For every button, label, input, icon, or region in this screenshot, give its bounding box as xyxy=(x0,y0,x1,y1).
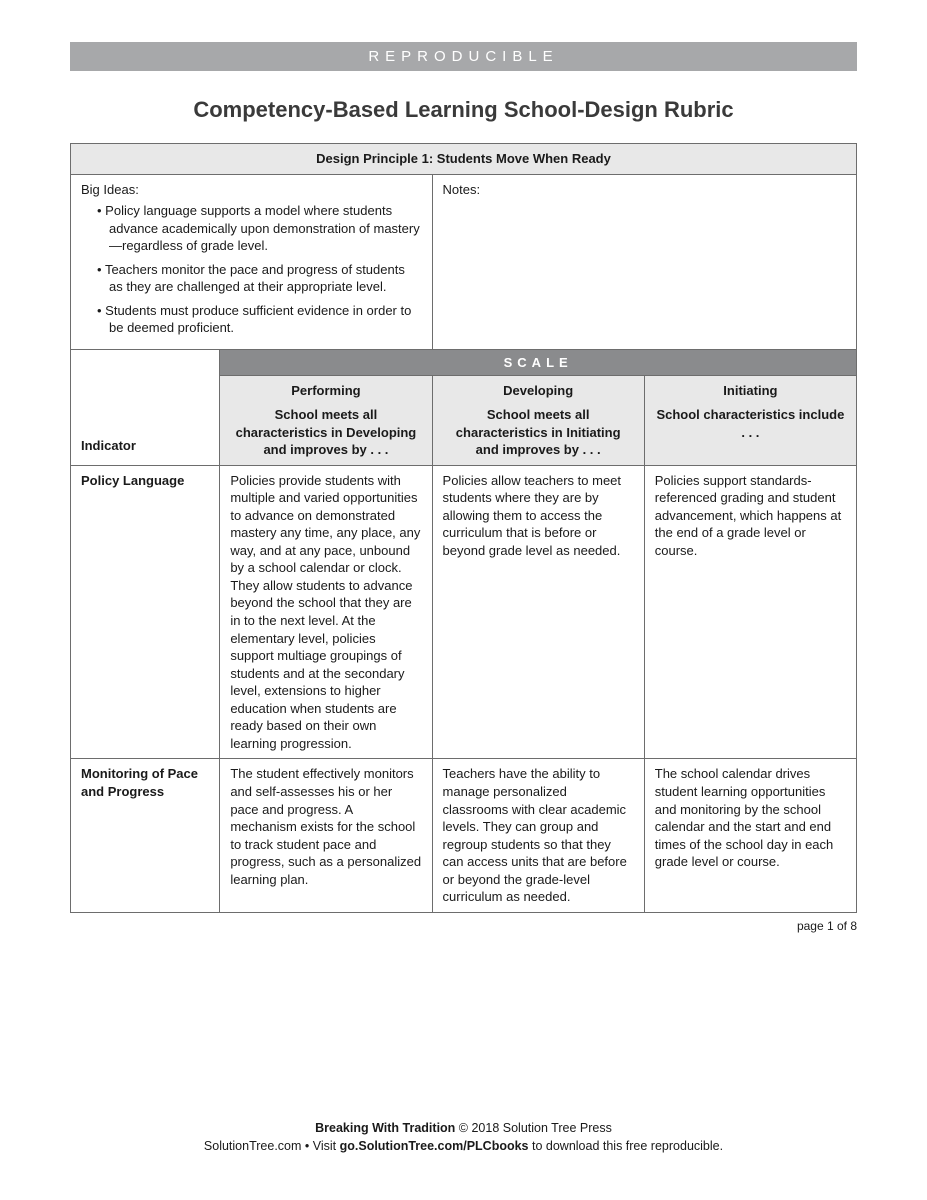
column-desc: School meets all characteristics in Deve… xyxy=(230,406,421,459)
cell-initiating: The school calendar drives student learn… xyxy=(644,759,856,912)
big-ideas-list: Policy language supports a model where s… xyxy=(81,198,422,343)
notes-cell: Notes: xyxy=(432,174,856,349)
footer-copyright: © 2018 Solution Tree Press xyxy=(455,1121,612,1135)
rubric-row: Policy Language Policies provide student… xyxy=(71,465,857,759)
column-title: Developing xyxy=(443,382,634,400)
column-desc: School characteristics include . . . xyxy=(655,406,846,441)
column-desc: School meets all characteristics in Init… xyxy=(443,406,634,459)
cell-developing: Policies allow teachers to meet students… xyxy=(432,465,644,759)
big-idea-item: Students must produce sufficient evidenc… xyxy=(97,302,422,343)
header-bar: REPRODUCIBLE xyxy=(70,42,857,71)
scale-header: SCALE xyxy=(220,349,857,376)
column-title: Initiating xyxy=(655,382,846,400)
column-header-initiating: Initiating School characteristics includ… xyxy=(644,376,856,465)
cell-initiating: Policies support standards-referenced gr… xyxy=(644,465,856,759)
big-ideas-cell: Big Ideas: Policy language supports a mo… xyxy=(71,174,433,349)
cell-developing: Teachers have the ability to manage pers… xyxy=(432,759,644,912)
rubric-row: Monitoring of Pace and Progress The stud… xyxy=(71,759,857,912)
indicator-name: Monitoring of Pace and Progress xyxy=(71,759,220,912)
cell-performing: Policies provide students with multiple … xyxy=(220,465,432,759)
column-header-performing: Performing School meets all characterist… xyxy=(220,376,432,465)
big-ideas-label: Big Ideas: xyxy=(81,182,139,197)
footer-site: SolutionTree.com xyxy=(204,1139,302,1153)
notes-label: Notes: xyxy=(443,182,481,197)
scale-header-row: Indicator SCALE xyxy=(71,349,857,376)
footer-url: go.SolutionTree.com/PLCbooks xyxy=(340,1139,529,1153)
principle-heading-row: Design Principle 1: Students Move When R… xyxy=(71,144,857,175)
indicator-column-header: Indicator xyxy=(71,349,220,465)
indicator-name: Policy Language xyxy=(71,465,220,759)
page-title: Competency-Based Learning School-Design … xyxy=(70,97,857,123)
big-idea-item: Teachers monitor the pace and progress o… xyxy=(97,261,422,302)
principle-heading: Design Principle 1: Students Move When R… xyxy=(71,144,857,175)
ideas-notes-row: Big Ideas: Policy language supports a mo… xyxy=(71,174,857,349)
page-marker: page 1 of 8 xyxy=(70,919,857,933)
footer-visit-suffix: to download this free reproducible. xyxy=(529,1139,724,1153)
column-header-developing: Developing School meets all characterist… xyxy=(432,376,644,465)
footer-book-title: Breaking With Tradition xyxy=(315,1121,455,1135)
rubric-table: Design Principle 1: Students Move When R… xyxy=(70,143,857,913)
cell-performing: The student effectively monitors and sel… xyxy=(220,759,432,912)
big-idea-item: Policy language supports a model where s… xyxy=(97,202,422,261)
footer-line-2: SolutionTree.com • Visit go.SolutionTree… xyxy=(0,1137,927,1156)
footer-separator: • xyxy=(301,1139,312,1153)
footer-visit-prefix: Visit xyxy=(313,1139,340,1153)
column-title: Performing xyxy=(230,382,421,400)
footer-line-1: Breaking With Tradition © 2018 Solution … xyxy=(0,1119,927,1138)
footer: Breaking With Tradition © 2018 Solution … xyxy=(0,1119,927,1157)
